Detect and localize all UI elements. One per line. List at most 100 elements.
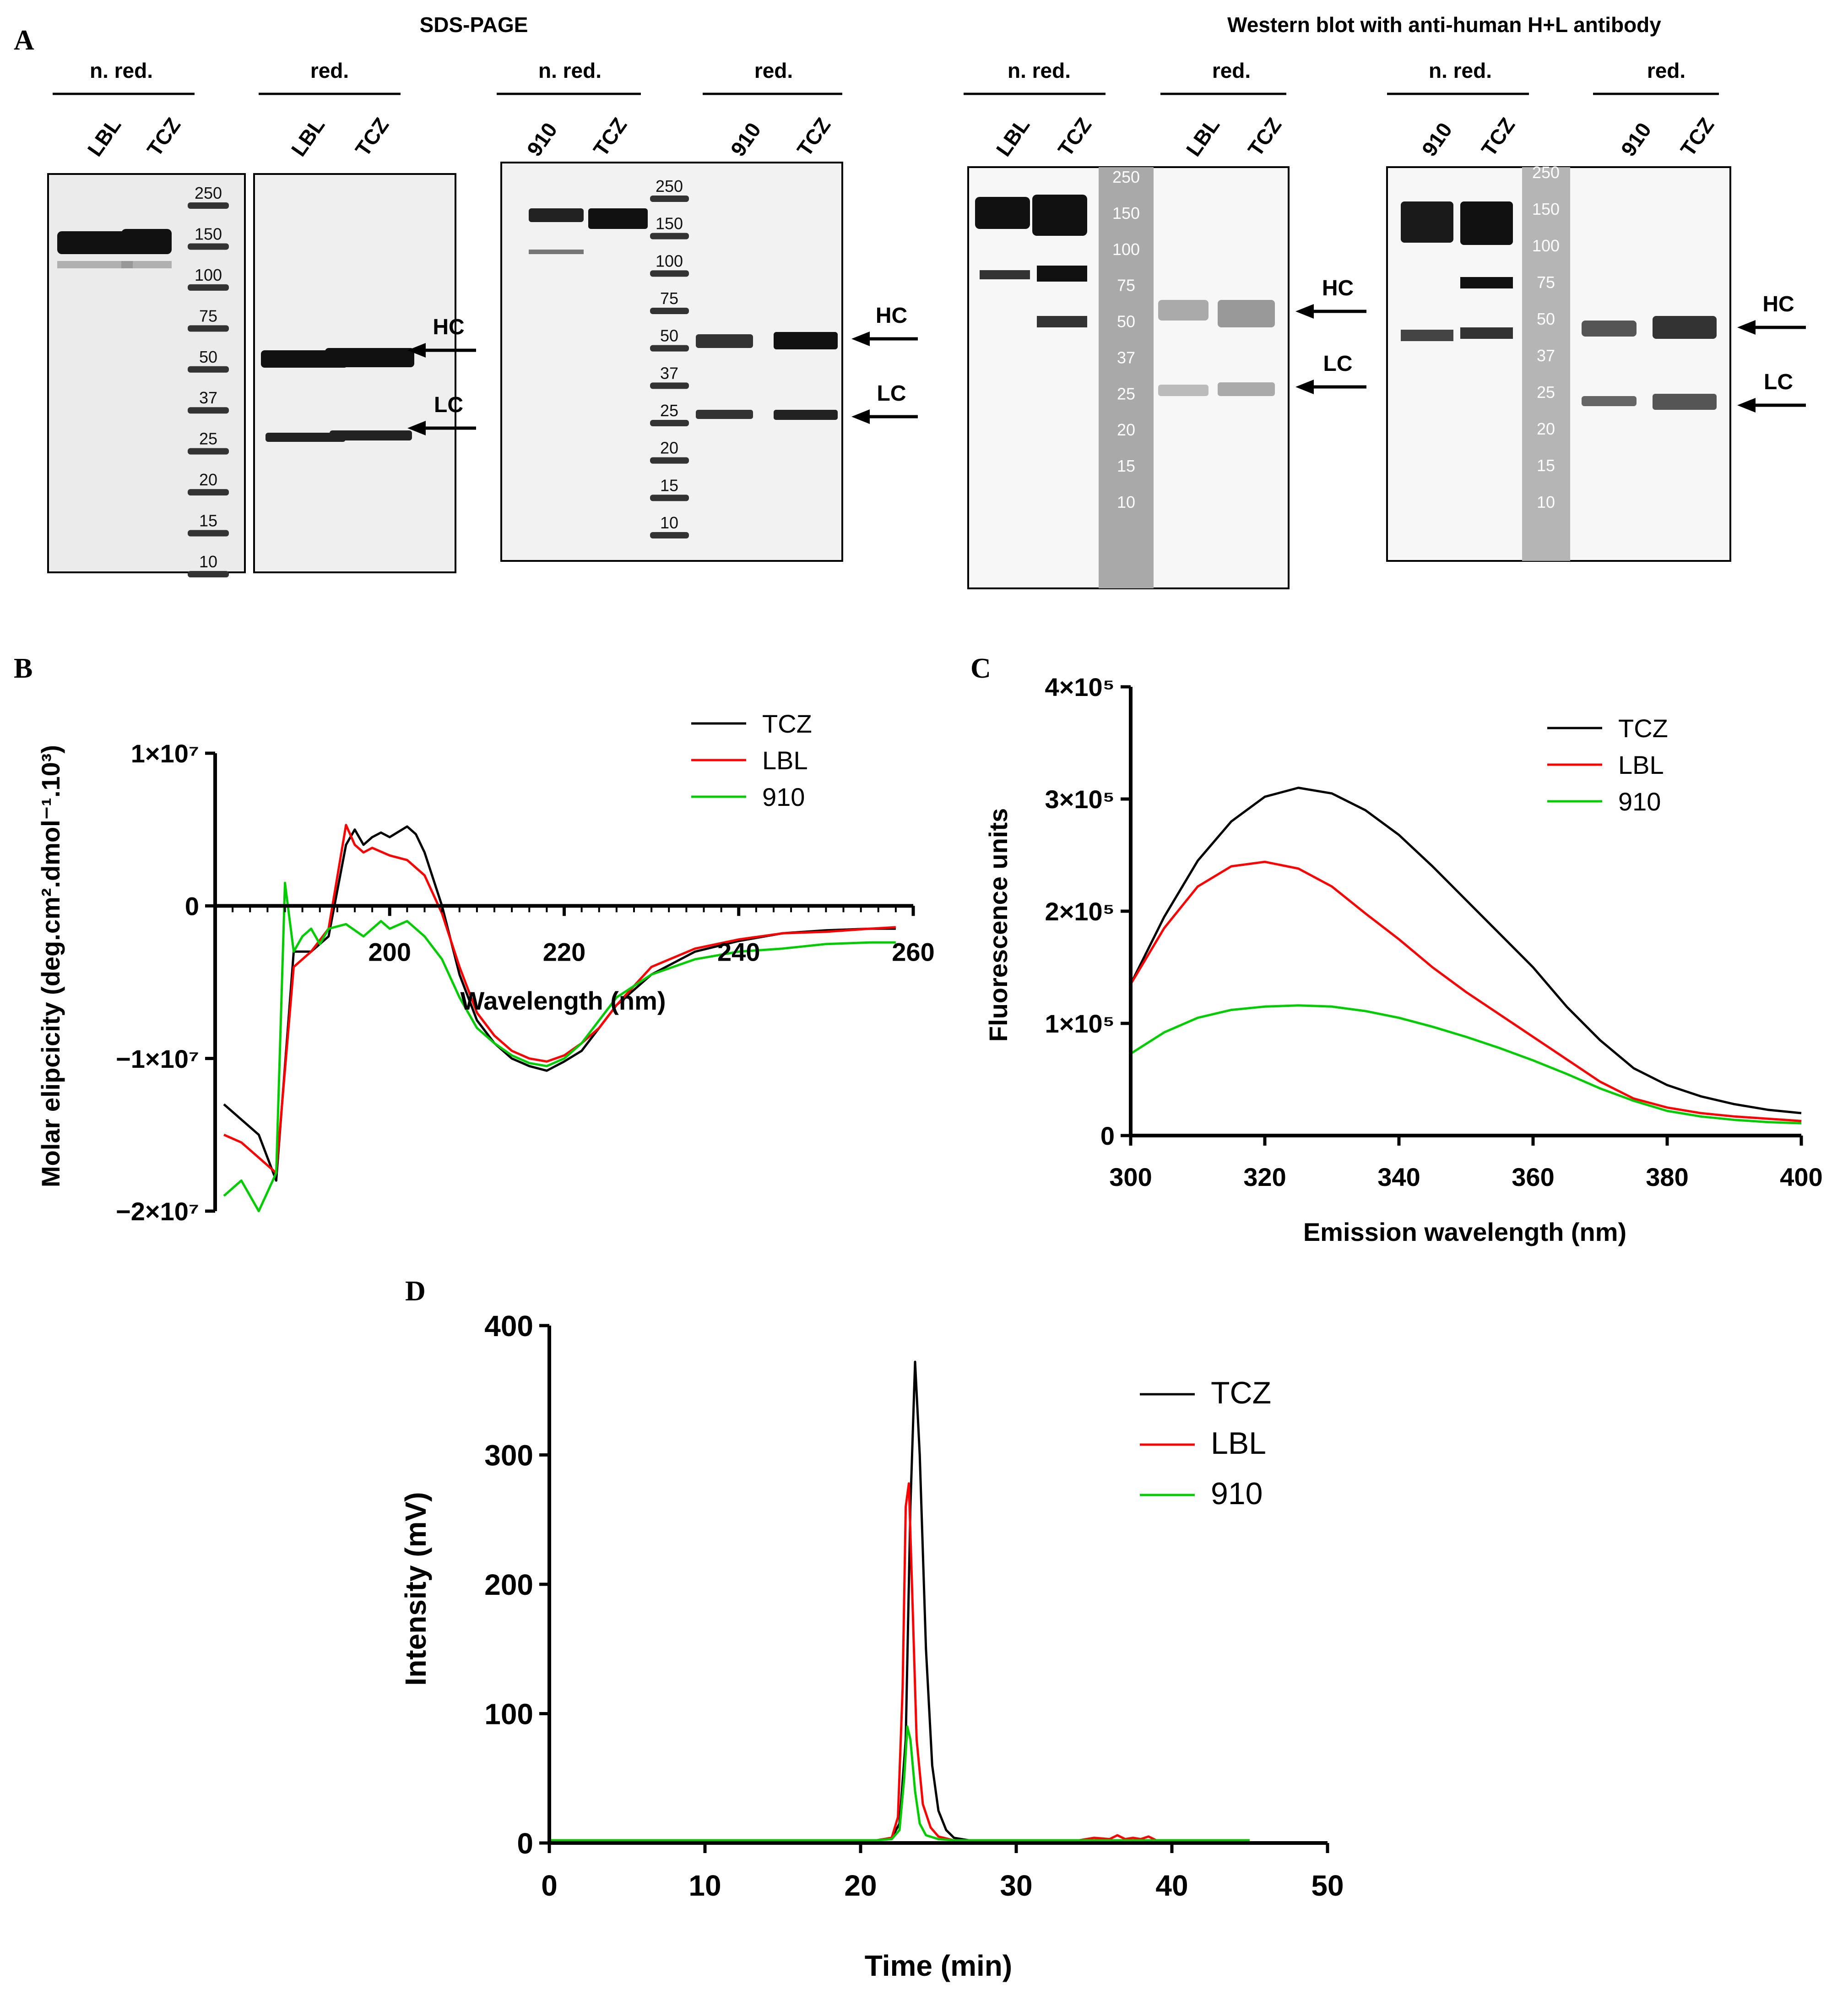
- x-axis-label: Time (min): [865, 1949, 1012, 1982]
- ladder-label: 75: [199, 306, 217, 325]
- y-axis-label: Molar elipcicity (deg.cm².dmol⁻¹.10³): [36, 745, 65, 1187]
- gel-5-band: [1401, 330, 1453, 341]
- ladder-band: [650, 382, 689, 389]
- arrow-head: [1737, 398, 1756, 413]
- ladder-band: [650, 420, 689, 426]
- gel-3-band-lc: [774, 410, 838, 420]
- gel-4-band: [1037, 266, 1087, 282]
- hc-label: HC: [1762, 292, 1794, 316]
- x-axis-label: Wavelength (nm): [460, 986, 666, 1015]
- y-tick-label: 300: [484, 1439, 533, 1472]
- ladder-gel-1: 250 150 100 75 50 37 25 20 15 10: [188, 184, 229, 577]
- ladder-label: 37: [660, 364, 678, 382]
- gel-4-band-lc: [1158, 385, 1209, 396]
- ladder-label: 50: [660, 326, 678, 345]
- gel-1-band: [57, 261, 133, 268]
- panel-letter-b: B: [14, 653, 33, 684]
- panel-letter-c: C: [970, 653, 991, 684]
- ladder-label: 50: [1537, 310, 1555, 328]
- ladder-gel-4: 250 150 100 75 50 37 25 20 15 10: [1112, 168, 1140, 511]
- y-tick-label: 0: [517, 1827, 533, 1860]
- x-tick-label: 0: [541, 1869, 558, 1902]
- gel-2-band-hc: [325, 348, 414, 367]
- lane-label: TCZ: [1053, 114, 1096, 161]
- arrow-head: [851, 409, 870, 424]
- x-tick-label: 10: [688, 1869, 721, 1902]
- series-line-lbl: [223, 824, 896, 1174]
- chart-d-sec: 0 10 20 30 40 50 0 100 200 300 400 Time (min) Intens…: [399, 1310, 1344, 1982]
- ladder-label: 250: [195, 184, 222, 202]
- gel-4-band-lc: [1218, 382, 1275, 396]
- gel-5-band: [1460, 277, 1513, 288]
- lane-label: 910: [1616, 118, 1656, 161]
- arrow-head: [1295, 304, 1314, 319]
- x-tick-label: 20: [844, 1869, 877, 1902]
- gel-5-band: [1401, 201, 1453, 243]
- lane-group-label: n. red.: [1429, 59, 1492, 82]
- legend-label-tcz: TCZ: [1618, 714, 1668, 743]
- legend-label-910: 910: [1211, 1476, 1263, 1511]
- x-tick-label: 50: [1311, 1869, 1344, 1902]
- ladder-band: [650, 196, 689, 202]
- lc-label: LC: [1764, 370, 1793, 394]
- series-line-910: [1130, 1004, 1802, 1125]
- ladder-label: 150: [656, 214, 683, 233]
- lane-label: LBL: [992, 114, 1035, 161]
- series-line-910: [549, 1725, 1250, 1842]
- ladder-label: 250: [1532, 163, 1560, 182]
- ladder-label: 37: [1117, 348, 1135, 367]
- gel-3: [500, 162, 843, 562]
- panel-d: D 0 10 20 30 40 50 0 100 200 300 400 Time (min) Inte…: [399, 1276, 1344, 1982]
- gel-3-band-hc: [774, 332, 838, 349]
- ladder-band: [188, 243, 229, 250]
- y-tick-label: −1×10⁷: [116, 1044, 199, 1073]
- ladder-label: 100: [195, 266, 222, 284]
- x-tick-label: 380: [1646, 1163, 1688, 1191]
- ladder-band: [188, 448, 229, 455]
- x-axis-label: Emission wavelength (nm): [1303, 1218, 1626, 1246]
- x-tick-label: 340: [1377, 1163, 1420, 1191]
- y-tick-label: −2×10⁷: [116, 1197, 199, 1226]
- ladder-band: [188, 325, 229, 332]
- hc-label: HC: [1322, 276, 1354, 300]
- ladder-label: 10: [199, 552, 217, 571]
- y-axis-label: Fluorescence units: [984, 808, 1013, 1042]
- ladder-label: 25: [1537, 383, 1555, 402]
- gel-1-band: [57, 231, 133, 254]
- gel-4-band: [1032, 195, 1087, 236]
- series-line-tcz: [1129, 787, 1802, 1114]
- ladder-label: 150: [195, 224, 222, 243]
- lane-label: TCZ: [1243, 114, 1286, 161]
- ladder-label: 10: [1537, 493, 1555, 511]
- hc-label: HC: [433, 315, 464, 339]
- ladder-band: [650, 270, 689, 277]
- ladder-band: [188, 489, 229, 496]
- gel-3-band-hc: [696, 334, 753, 348]
- ladder-label: 10: [660, 513, 678, 532]
- ladder-label: 20: [199, 470, 217, 489]
- panel-b: B 200 220 240 260 1×10⁷ 0 −1×10⁷ −2×10⁷ Waveleng…: [14, 653, 935, 1226]
- ladder-label: 250: [656, 177, 683, 196]
- lane-group-label: red.: [754, 59, 793, 82]
- arrow-head: [1737, 320, 1756, 335]
- gel-5-band: [1460, 201, 1513, 245]
- legend-label-lbl: LBL: [762, 746, 808, 775]
- legend-label-lbl: LBL: [1618, 750, 1664, 779]
- chart-c-fluorescence: 300 320 340 360 380 400 0 1×10⁵ 2×10⁵ 3×10⁵ 4×10⁵ E…: [984, 673, 1823, 1246]
- ladder-label: 100: [1532, 236, 1560, 255]
- ladder-gel-5: 250 150 100 75 50 37 25 20 15 10: [1532, 163, 1560, 511]
- lane-label: TCZ: [589, 114, 632, 161]
- ladder-band: [188, 571, 229, 577]
- x-tick-label: 220: [543, 937, 585, 966]
- lc-label: LC: [1323, 352, 1353, 376]
- y-tick-label: 1×10⁵: [1045, 1009, 1115, 1038]
- lc-label: LC: [877, 381, 906, 406]
- y-tick-label: 0: [1100, 1121, 1115, 1150]
- x-tick-label: 400: [1780, 1163, 1822, 1191]
- ladder-band: [188, 407, 229, 414]
- ladder-band: [650, 532, 689, 538]
- panel-letter-d: D: [405, 1276, 426, 1307]
- panel-letter-a: A: [14, 25, 34, 56]
- gel-2: [253, 173, 456, 573]
